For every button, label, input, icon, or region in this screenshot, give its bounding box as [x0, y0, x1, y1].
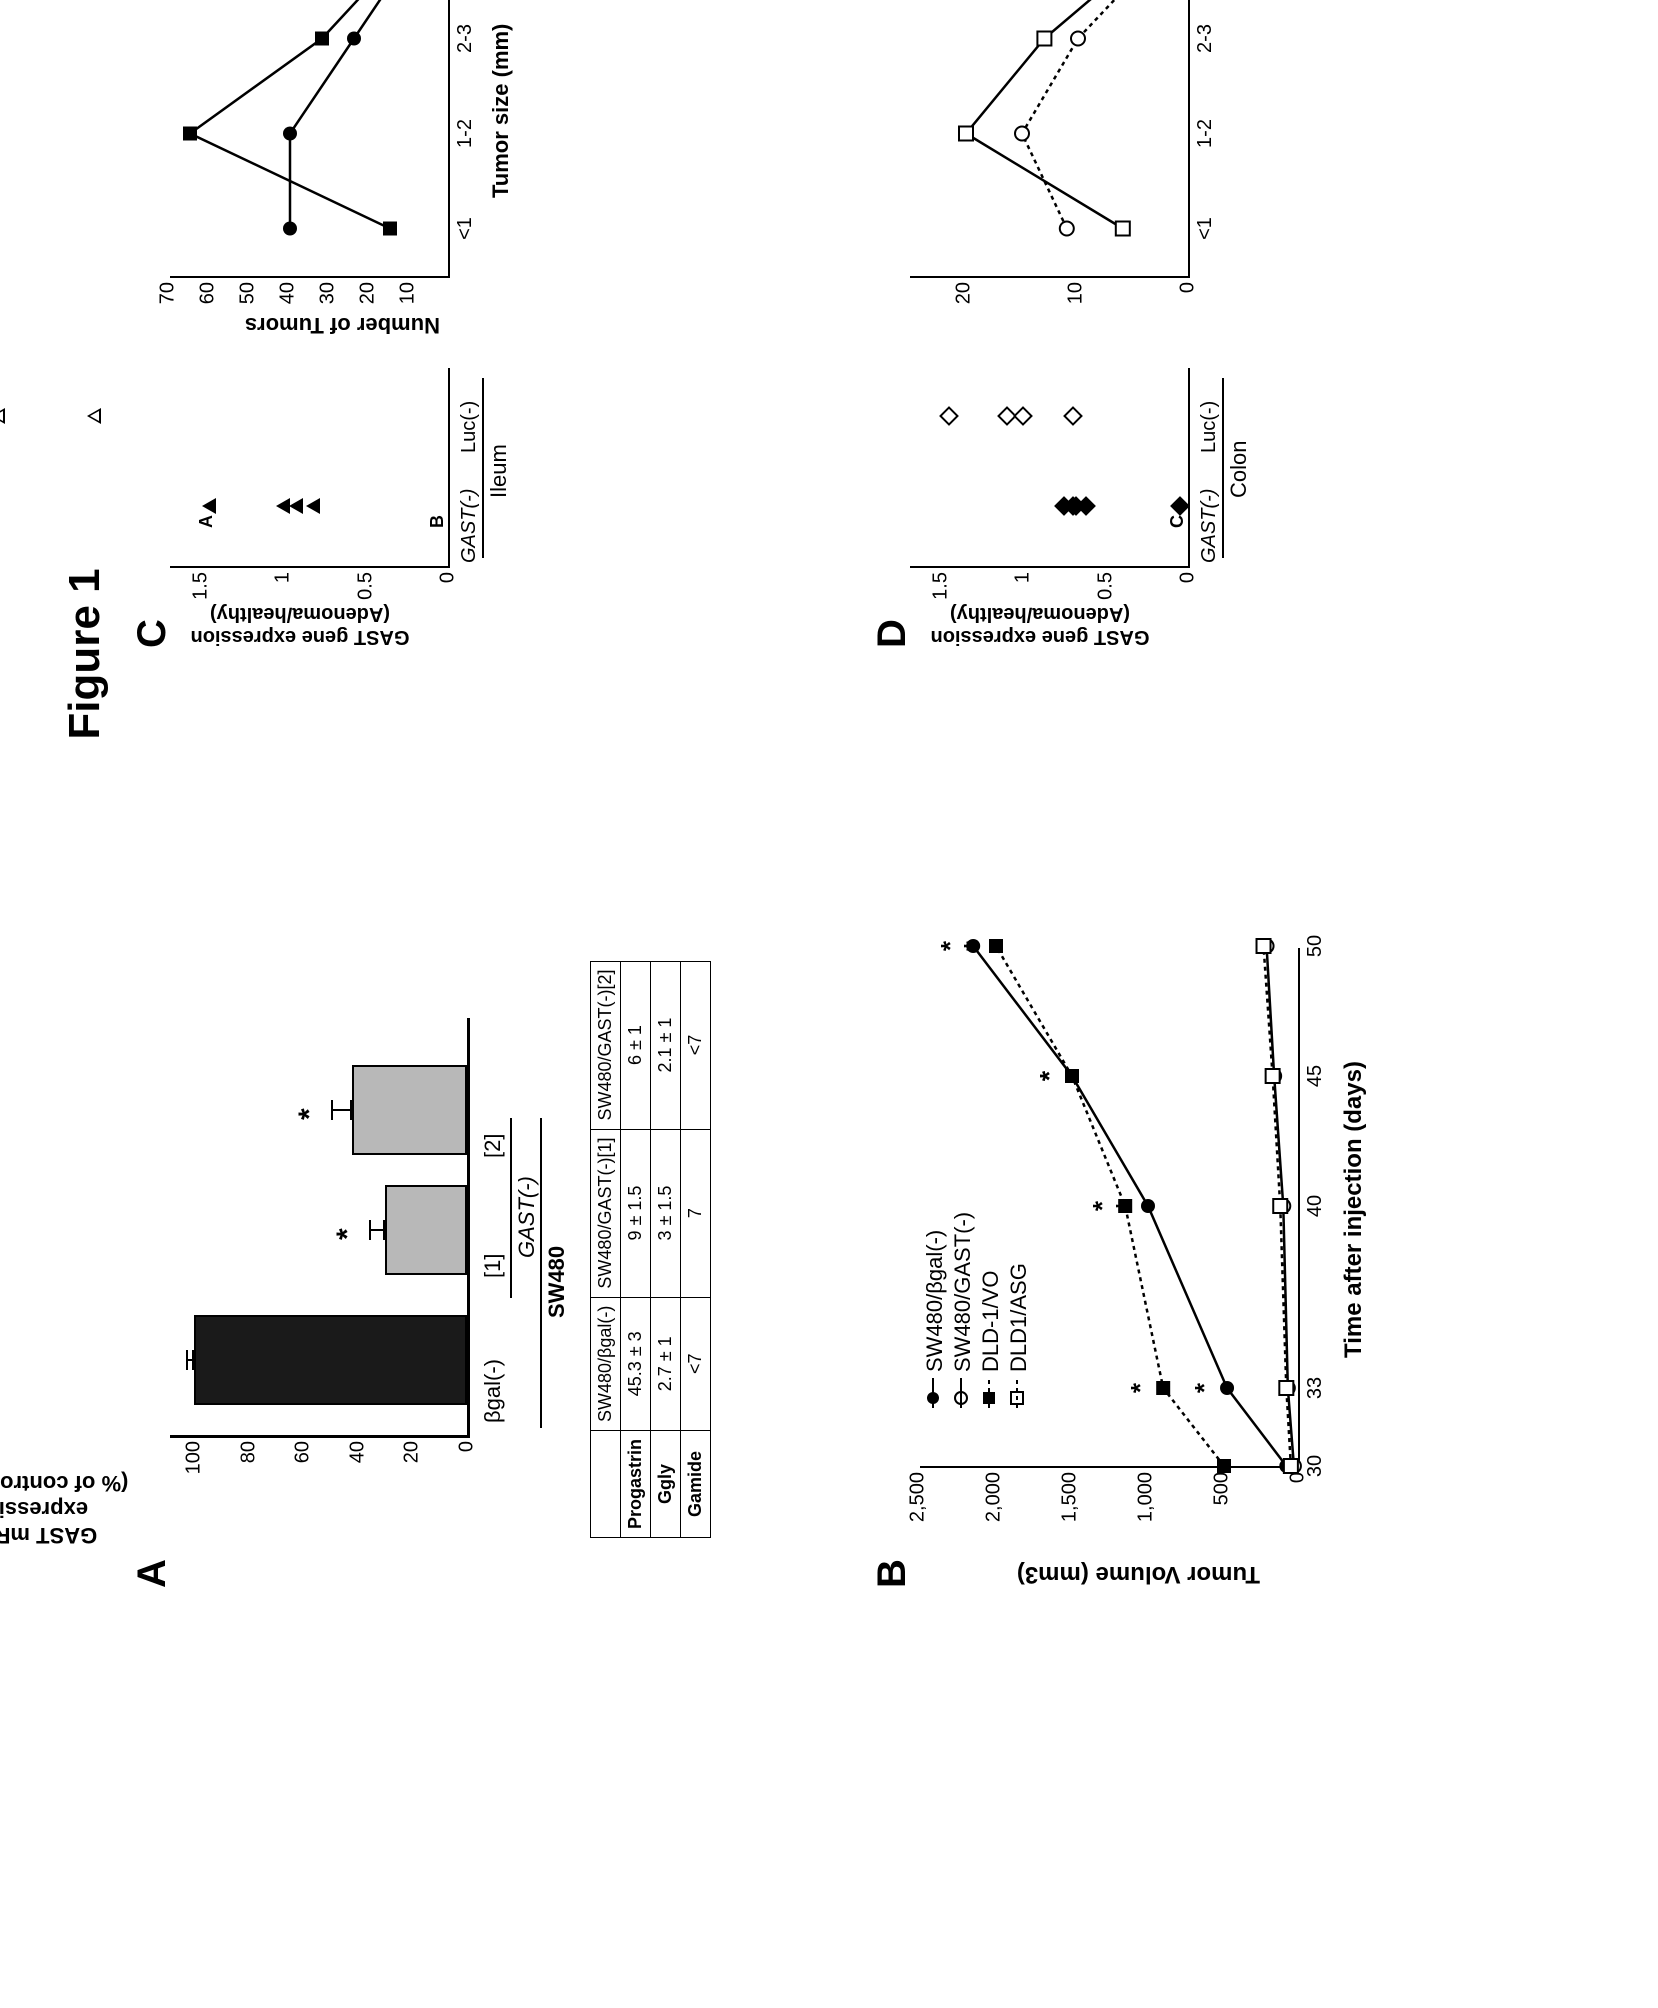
bar-label-bgal: βgal(-)	[480, 1359, 506, 1423]
tissue-colon: Colon	[1226, 441, 1252, 498]
ileum-line	[482, 378, 484, 558]
panel-a-label: A	[130, 1559, 175, 1588]
panel-b-label: B	[870, 1559, 915, 1588]
panel-d: D GAST gene expression (Adenoma/healthy)…	[880, 0, 1580, 638]
panel-c-linechart: <11-22-3>310203040506070	[170, 0, 450, 278]
legend-item: SW480/βgal(-)	[922, 1212, 948, 1408]
sw-underline	[540, 1118, 542, 1428]
panel-b-legend: SW480/βgal(-)SW480/GAST(-)DLD-1/VODLD1/A…	[920, 1212, 1034, 1408]
panel-c-ylabel: GAST gene expression (Adenoma/healthy)	[160, 602, 440, 648]
panel-b-ylabel: Tumor Volume (mm3)	[1017, 1560, 1260, 1588]
panel-a-table: SW480/βgal(-)SW480/GAST(-)[1]SW480/GAST(…	[590, 961, 711, 1538]
panel-grid: A GAST mRNA expression (% of control cel…	[140, 0, 1580, 1578]
bar-label-2: [2]	[480, 1134, 506, 1158]
panel-b-xlabel: Time after injection (days)	[1340, 1061, 1368, 1358]
panel-b: B Tumor Volume (mm3) 303340455005001,000…	[880, 678, 1580, 1578]
xc-gast: GAST(-)	[458, 489, 481, 563]
panel-c-xlabel: Tumor size (mm)	[488, 24, 514, 198]
panel-c: C GAST gene expression (Adenoma/healthy)…	[140, 0, 840, 638]
gast-underline	[510, 1118, 512, 1298]
legend-item: SW480/GAST(-)	[950, 1212, 976, 1408]
sw-grouplabel: SW480	[544, 1246, 570, 1318]
panel-d-ylabel: GAST gene expression (Adenoma/healthy)	[900, 602, 1180, 648]
bar	[194, 1315, 467, 1405]
figure-title: Figure 1	[60, 0, 110, 1578]
svg-text:*: *	[1034, 1070, 1064, 1081]
bar	[352, 1065, 467, 1155]
panel-c-scatter: 00.511.5AB	[170, 368, 450, 568]
svg-text:*: *	[958, 940, 988, 951]
colon-line	[1222, 378, 1224, 558]
svg-text:*: *	[1087, 1200, 1117, 1211]
gast-grouplabel: GAST(-)	[514, 1176, 540, 1258]
legend-item: DLD1/ASG	[1006, 1212, 1032, 1408]
panel-d-scatter: 00.511.5C	[910, 368, 1190, 568]
bar	[385, 1185, 467, 1275]
svg-text:*: *	[1125, 1382, 1155, 1393]
figure-wrapper: Figure 1 A GAST mRNA expression (% of co…	[0, 0, 1658, 1658]
legend-item: DLD-1/VO	[978, 1212, 1004, 1408]
svg-text:*: *	[1189, 1382, 1219, 1393]
xc-luc: Luc(-)	[458, 401, 481, 453]
panel-c-line-ylabel: Number of Tumors	[245, 312, 440, 338]
panel-a: A GAST mRNA expression (% of control cel…	[140, 678, 840, 1578]
xd-luc: Luc(-)	[1198, 401, 1221, 453]
bar-label-1: [1]	[480, 1254, 506, 1278]
xd-gast: GAST(-)	[1198, 489, 1221, 563]
panel-d-linechart: <11-22-3>301020	[910, 0, 1190, 278]
panel-a-barchart: 020406080100**	[170, 1018, 470, 1438]
panel-a-ylabel: GAST mRNA expression (% of control cells…	[0, 1470, 180, 1548]
tissue-ileum: Ileum	[486, 444, 512, 498]
